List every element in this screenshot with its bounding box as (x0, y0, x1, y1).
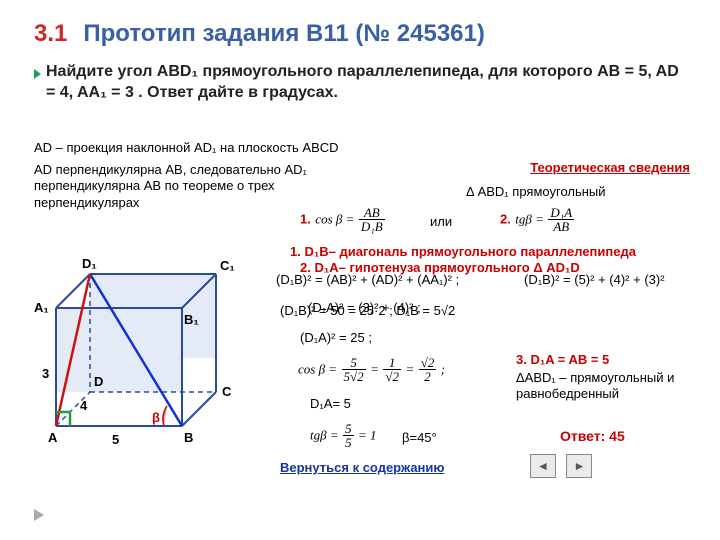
tg-label: tgβ = (515, 212, 544, 227)
equals-one: = 1 (358, 428, 377, 443)
section-number: 3.1 (34, 20, 67, 48)
svg-text:C₁: C₁ (220, 258, 235, 273)
note-3: 3. D₁A = AB = 5 (516, 352, 609, 368)
semicolon: ; (441, 362, 445, 377)
eq-1a: (D₁B)² = (AB)² + (AD)² + (AA₁)² ; (276, 272, 459, 288)
frac-5-5r2: 55√2 (342, 356, 366, 383)
task-text: Найдите угол ABD₁ прямоугольного паралле… (34, 62, 692, 104)
svg-text:A₁: A₁ (34, 300, 49, 315)
note-4: ΔABD₁ – прямоугольный и равнобедренный (516, 370, 696, 403)
answer: Ответ: 45 (560, 428, 625, 444)
d1a-value: D₁A= 5 (310, 396, 351, 412)
prev-button[interactable]: ◄ (530, 454, 556, 478)
tg2-label: tgβ = (310, 428, 339, 443)
eq-3: (D₁A)² = 25 ; (300, 330, 372, 346)
svg-text:4: 4 (80, 398, 88, 413)
page-title: Прототип задания B11 (№ 245361) (83, 20, 484, 48)
cos-fraction: ABD₁B (359, 206, 385, 233)
parallelepiped-figure: A B C D A₁ B₁ C₁ D₁ 5 4 3 β (34, 230, 264, 460)
triangle-note: Δ ABD₁ прямоугольный (466, 184, 606, 200)
svg-text:β: β (152, 410, 160, 425)
frac-5-5: 55 (343, 422, 354, 449)
svg-text:B: B (184, 430, 193, 445)
frac-1-r2: 1√2 (383, 356, 401, 383)
cos2-label: cos β = (298, 362, 337, 377)
eq-sign-1: = (370, 362, 379, 377)
perpendicular-note: AD перпендикулярна АВ, следовательно AD₁… (34, 162, 334, 211)
theory-link[interactable]: Теоретическая сведения (530, 160, 690, 176)
eq-1b: (D₁B)² = (5)² + (4)² + (3)² (524, 272, 665, 288)
svg-text:D₁: D₁ (82, 256, 97, 271)
tg-fraction: D₁AAB (548, 206, 574, 233)
or-text: или (430, 214, 452, 230)
svg-text:B₁: B₁ (184, 312, 199, 327)
svg-text:C: C (222, 384, 232, 399)
marker-1: 1. (300, 212, 311, 227)
eq-2b: (D₁B)² = 50 = 25·2 ; D₁B = 5√2 (280, 303, 455, 319)
svg-text:A: A (48, 430, 58, 445)
next-button[interactable]: ► (566, 454, 592, 478)
svg-text:5: 5 (112, 432, 119, 447)
svg-text:3: 3 (42, 366, 49, 381)
back-link[interactable]: Вернуться к содержанию (280, 460, 445, 476)
slide-marker-icon (34, 509, 44, 521)
projection-note: AD – проекция наклонной AD₁ на плоскость… (34, 140, 374, 156)
beta-result: β=45° (402, 430, 437, 446)
line-1: 1. D₁B– диагональ прямоугольного паралле… (290, 244, 636, 260)
frac-r2-2: √22 (419, 356, 437, 383)
cos-label: cos β = (315, 212, 354, 227)
marker-2: 2. (500, 212, 511, 227)
eq-sign-2: = (405, 362, 414, 377)
svg-text:D: D (94, 374, 103, 389)
